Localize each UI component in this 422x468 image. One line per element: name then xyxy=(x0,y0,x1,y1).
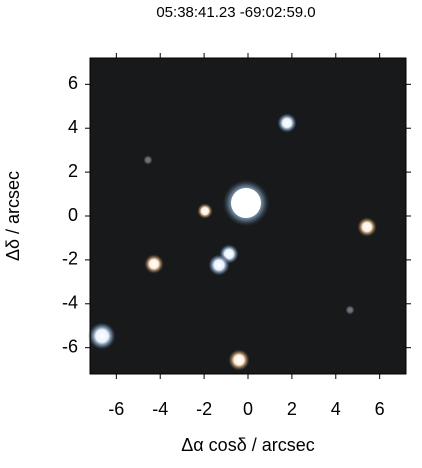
x-tick-label: -6 xyxy=(108,399,124,419)
star xyxy=(88,322,116,350)
star xyxy=(345,305,355,315)
y-tick-label: -6 xyxy=(62,336,78,356)
y-tick-label: 6 xyxy=(68,73,78,93)
star xyxy=(357,217,377,237)
stars xyxy=(88,113,377,371)
star xyxy=(208,254,230,276)
star xyxy=(228,349,250,371)
y-tick-label: 0 xyxy=(68,205,78,225)
star xyxy=(277,113,297,133)
star xyxy=(144,254,164,274)
x-tick-label: 4 xyxy=(331,399,341,419)
x-tick-label: 2 xyxy=(287,399,297,419)
x-tick-label: 0 xyxy=(243,399,253,419)
y-tick-label: 2 xyxy=(68,161,78,181)
star xyxy=(197,203,213,219)
chart-title: 05:38:41.23 -69:02:59.0 xyxy=(156,4,315,21)
y-tick-label: 4 xyxy=(68,117,78,137)
star-core xyxy=(231,188,261,218)
x-tick-label: -2 xyxy=(196,399,212,419)
y-tick-label: -2 xyxy=(62,249,78,269)
star xyxy=(143,155,153,165)
x-tick-label: -4 xyxy=(152,399,168,419)
x-axis-label: Δα cosδ / arcsec xyxy=(181,435,314,455)
y-tick-label: -4 xyxy=(62,293,78,313)
y-axis-label: Δδ / arcsec xyxy=(3,171,23,261)
x-tick-label: 6 xyxy=(375,399,385,419)
